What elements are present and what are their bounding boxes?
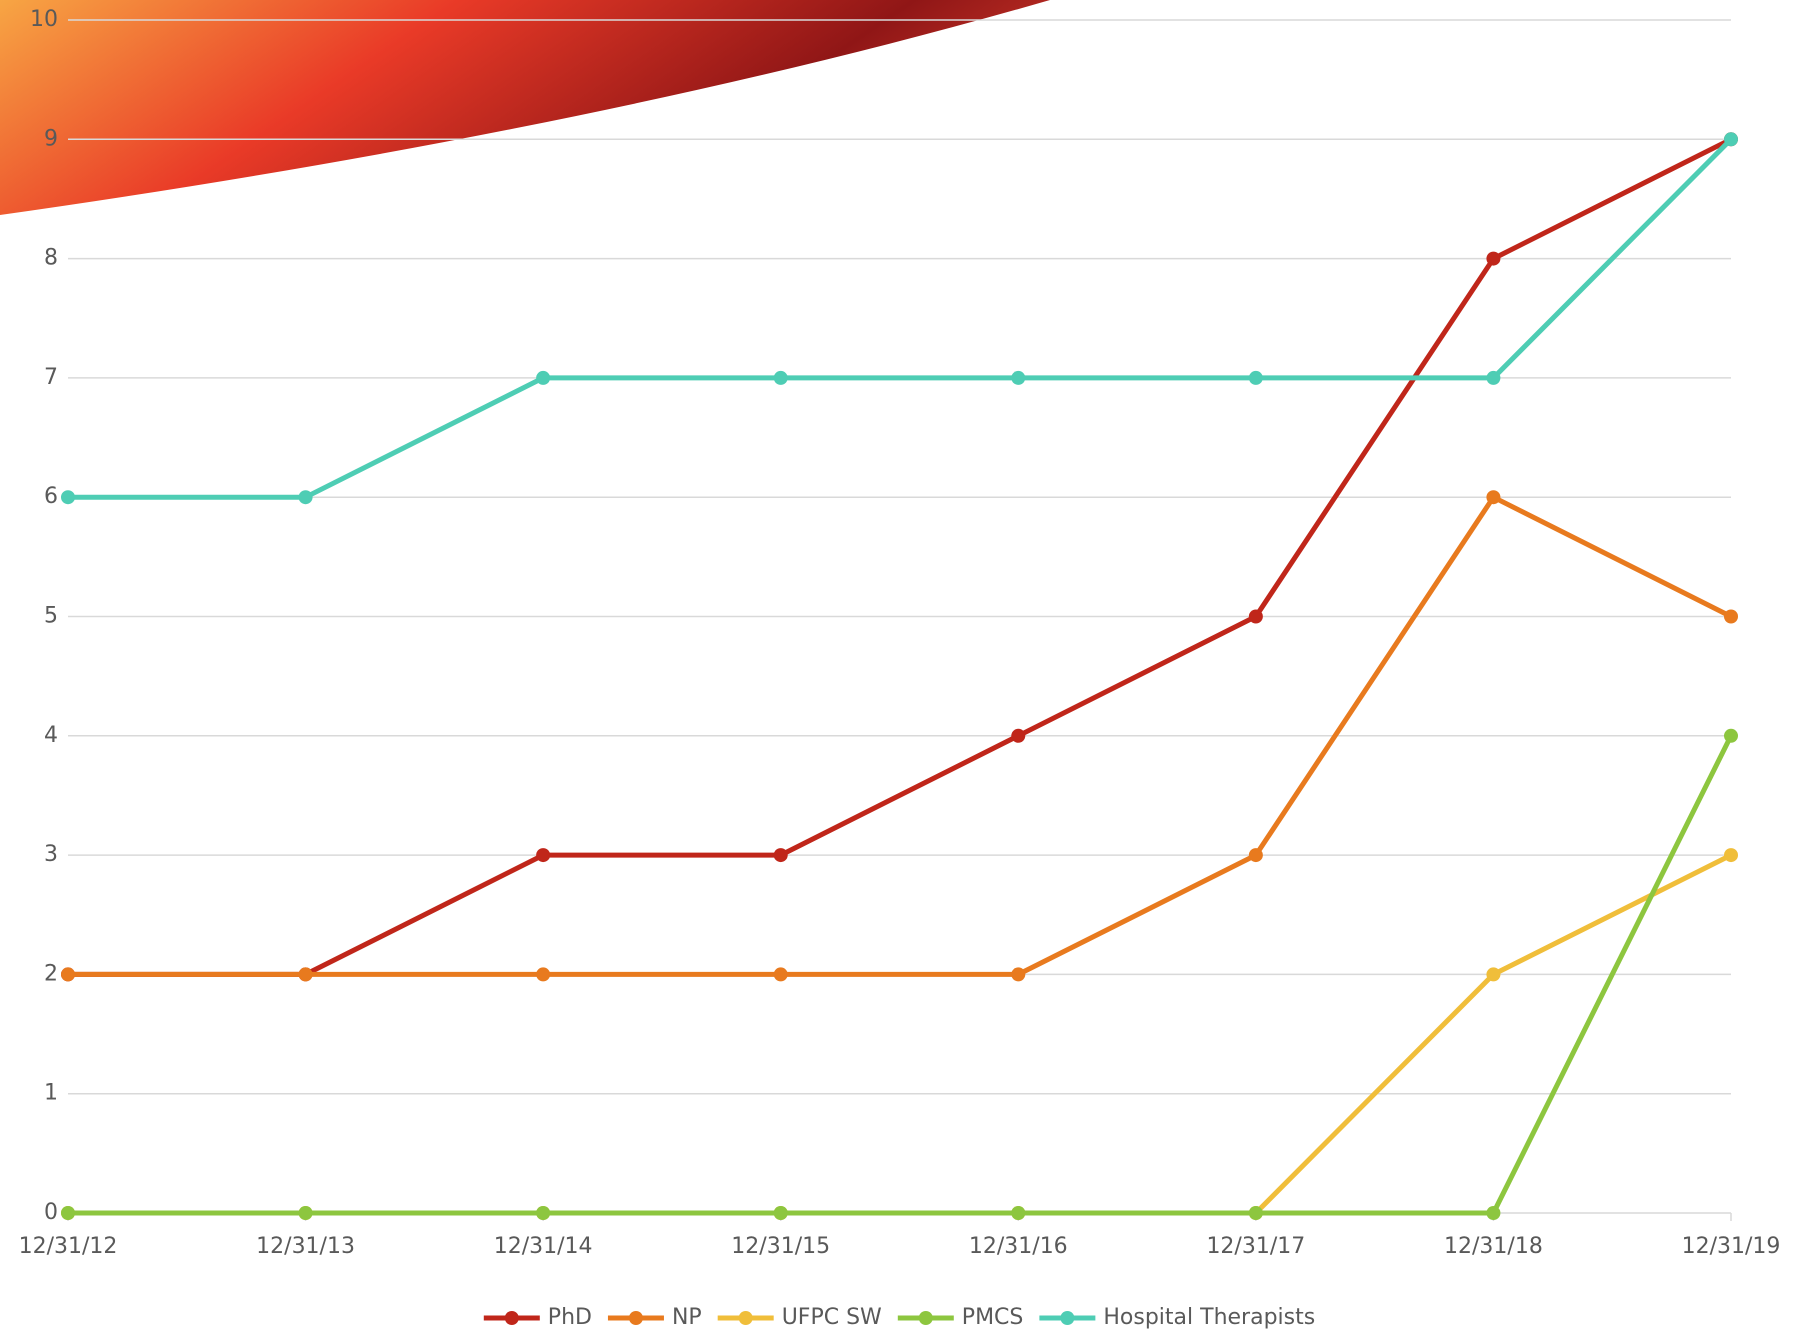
- data-point: [298, 1206, 313, 1220]
- x-tick-label: 12/31/16: [969, 1234, 1068, 1259]
- data-point: [1724, 609, 1738, 624]
- y-tick-label: 8: [44, 246, 58, 271]
- data-point: [1248, 1206, 1263, 1220]
- legend-marker: [738, 1311, 753, 1325]
- data-point: [1486, 370, 1501, 385]
- data-point: [61, 490, 75, 505]
- legend-marker: [628, 1311, 643, 1325]
- data-point: [773, 370, 788, 385]
- data-point: [536, 848, 551, 863]
- y-tick-label: 10: [30, 7, 58, 32]
- data-point: [1724, 132, 1738, 147]
- legend-item: PhD: [483, 1305, 592, 1330]
- x-tick-label: 12/31/14: [494, 1234, 593, 1259]
- y-tick-label: 3: [44, 842, 58, 867]
- decorative-swoosh: [0, 0, 1050, 215]
- data-point: [1011, 967, 1026, 982]
- legend-marker: [1060, 1311, 1075, 1325]
- data-point: [1486, 1206, 1501, 1220]
- x-tick-label: 12/31/15: [731, 1234, 830, 1259]
- data-point: [1011, 370, 1026, 385]
- y-tick-label: 5: [44, 604, 58, 629]
- x-tick-label: 12/31/13: [256, 1234, 355, 1259]
- data-point: [1486, 967, 1501, 982]
- y-tick-label: 0: [44, 1200, 58, 1225]
- data-point: [773, 848, 788, 863]
- legend-label: NP: [672, 1305, 702, 1330]
- y-tick-label: 4: [44, 723, 58, 748]
- series-line: [68, 734, 1734, 1216]
- data-point: [298, 967, 313, 982]
- data-point: [536, 1206, 551, 1220]
- x-tick-label: 12/31/19: [1682, 1234, 1781, 1259]
- legend-marker: [504, 1311, 519, 1325]
- x-tick-label: 12/31/12: [19, 1234, 118, 1259]
- data-point: [61, 1206, 75, 1220]
- data-point: [1486, 251, 1501, 266]
- data-point: [1248, 370, 1263, 385]
- series-line: [68, 494, 1733, 977]
- data-point: [1248, 609, 1263, 624]
- series-line: [68, 852, 1733, 1216]
- data-point: [1248, 848, 1263, 863]
- y-tick-label: 9: [44, 126, 58, 151]
- data-point: [1011, 728, 1026, 743]
- data-point: [536, 967, 551, 982]
- y-tick-label: 6: [44, 484, 58, 509]
- data-point: [536, 370, 551, 385]
- legend-item: Hospital Therapists: [1039, 1305, 1315, 1330]
- legend-marker: [918, 1311, 933, 1325]
- y-tick-label: 1: [44, 1081, 58, 1106]
- legend-label: Hospital Therapists: [1103, 1305, 1315, 1330]
- series-line: [68, 137, 1733, 500]
- series-line: [68, 137, 1733, 977]
- x-tick-label: 12/31/18: [1444, 1234, 1543, 1259]
- data-point: [1724, 848, 1738, 863]
- data-point: [1011, 1206, 1026, 1220]
- data-point: [1486, 490, 1501, 505]
- legend-label: PhD: [548, 1305, 592, 1330]
- data-point: [773, 1206, 788, 1220]
- data-point: [1724, 728, 1738, 743]
- data-point: [773, 967, 788, 982]
- data-point: [61, 967, 75, 982]
- data-point: [298, 490, 313, 505]
- legend-item: UFPC SW: [717, 1305, 882, 1330]
- y-tick-label: 2: [44, 961, 58, 986]
- legend-label: PMCS: [962, 1305, 1024, 1330]
- legend-item: NP: [607, 1305, 702, 1330]
- legend-item: PMCS: [897, 1305, 1024, 1330]
- y-tick-label: 7: [44, 365, 58, 390]
- legend-label: UFPC SW: [782, 1305, 882, 1330]
- x-tick-label: 12/31/17: [1206, 1234, 1305, 1259]
